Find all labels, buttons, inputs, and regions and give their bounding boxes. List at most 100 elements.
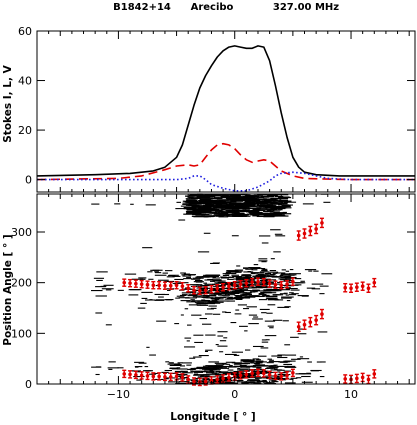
- pa-point: [308, 225, 313, 237]
- pa-marker: [122, 372, 127, 376]
- pa-marker: [244, 281, 249, 285]
- pa-marker: [215, 377, 220, 382]
- pa-point: [349, 283, 354, 293]
- pa-marker: [360, 375, 365, 380]
- pa-marker: [296, 233, 301, 238]
- pa-marker: [314, 318, 318, 322]
- pa-point: [314, 223, 319, 235]
- pa-marker: [203, 379, 208, 384]
- pa-marker: [163, 283, 167, 288]
- pa-point: [285, 279, 290, 289]
- pa-point: [157, 372, 162, 381]
- y-tick-label: 300: [11, 226, 32, 239]
- pa-point: [174, 280, 179, 290]
- pa-marker: [145, 282, 150, 287]
- pa-marker: [227, 375, 231, 380]
- pa-marker: [372, 372, 377, 376]
- pa-marker: [320, 312, 324, 316]
- pa-marker: [244, 372, 249, 377]
- pa-marker: [250, 371, 254, 376]
- pa-marker: [267, 281, 272, 286]
- pa-point: [157, 280, 162, 290]
- pa-point: [139, 371, 144, 380]
- pa-point: [162, 372, 167, 382]
- pa-point: [203, 286, 208, 295]
- pa-point: [314, 314, 319, 326]
- pa-point: [360, 281, 365, 291]
- pa-marker: [366, 377, 371, 382]
- pa-marker: [157, 283, 161, 288]
- pa-marker: [186, 286, 190, 291]
- y-axis-label-position-angle: Position Angle [ ° ]: [2, 234, 14, 345]
- stokes-profile-panel: 0 20 40 60: [18, 25, 416, 193]
- pa-point: [250, 277, 255, 287]
- pa-point: [319, 308, 324, 320]
- pa-marker: [308, 320, 313, 324]
- pa-point: [244, 370, 249, 379]
- y-axis-label-stokes: Stokes I, L, V: [2, 64, 14, 142]
- pa-point: [354, 373, 359, 384]
- pa-point: [372, 277, 377, 288]
- pa-marker: [349, 286, 353, 291]
- pa-marker: [291, 279, 295, 284]
- pa-point: [180, 373, 185, 382]
- y-tick-label: 60: [18, 25, 32, 38]
- pa-marker: [355, 376, 359, 381]
- pa-marker: [238, 373, 243, 378]
- pa-point: [285, 371, 290, 380]
- pa-point: [209, 285, 214, 294]
- pa-point: [145, 280, 150, 289]
- pa-point: [192, 286, 197, 295]
- pa-marker: [279, 283, 284, 288]
- x-tick-label: 0: [231, 388, 238, 401]
- pa-marker: [180, 375, 185, 380]
- stokes-profile-lines: [36, 45, 415, 192]
- pa-point: [186, 283, 191, 293]
- y-tick-label: 0: [25, 174, 32, 187]
- pa-point: [168, 281, 173, 290]
- pa-marker: [221, 376, 225, 381]
- pa-point: [215, 375, 220, 384]
- pa-marker: [134, 373, 138, 377]
- pa-marker: [134, 281, 138, 286]
- title-frequency: 327.00 MHz: [273, 2, 339, 13]
- pa-point: [238, 279, 243, 289]
- pa-point: [221, 282, 226, 292]
- pa-point: [290, 368, 295, 378]
- pa-marker: [174, 283, 179, 288]
- pa-marker: [168, 283, 173, 288]
- y-tick-label: 200: [11, 277, 32, 290]
- pa-point: [122, 369, 127, 379]
- pa-marker: [360, 284, 365, 289]
- pa-marker: [372, 280, 377, 285]
- pa-point: [192, 377, 197, 386]
- pa-point: [226, 373, 231, 382]
- pa-point: [128, 370, 133, 379]
- pa-point: [343, 374, 348, 384]
- pa-marker: [139, 282, 144, 286]
- pa-point: [290, 277, 295, 286]
- pa-marker: [168, 375, 173, 379]
- pa-point: [133, 279, 138, 288]
- pa-marker: [203, 288, 208, 293]
- x-tick-label: 10: [344, 388, 358, 401]
- pa-marker: [314, 227, 318, 231]
- pa-marker: [139, 373, 144, 378]
- pa-marker: [209, 378, 214, 383]
- title-pulsar: B1842+14: [113, 2, 171, 13]
- pa-marker: [273, 374, 278, 378]
- pa-marker: [343, 377, 348, 381]
- pa-point: [215, 283, 220, 293]
- pa-marker: [192, 288, 196, 293]
- pa-marker: [122, 280, 127, 285]
- pa-marker: [302, 322, 307, 327]
- stokes-axis-ticks: 0 20 40 60: [18, 25, 415, 192]
- pa-marker: [366, 286, 371, 291]
- pa-point: [302, 228, 307, 239]
- x-axis-label-longitude: Longitude [ ° ]: [170, 411, 255, 423]
- pa-point: [133, 370, 138, 380]
- pa-point: [244, 278, 249, 288]
- pa-marker: [285, 373, 289, 378]
- pa-marker: [308, 229, 313, 233]
- pa-marker: [128, 372, 132, 377]
